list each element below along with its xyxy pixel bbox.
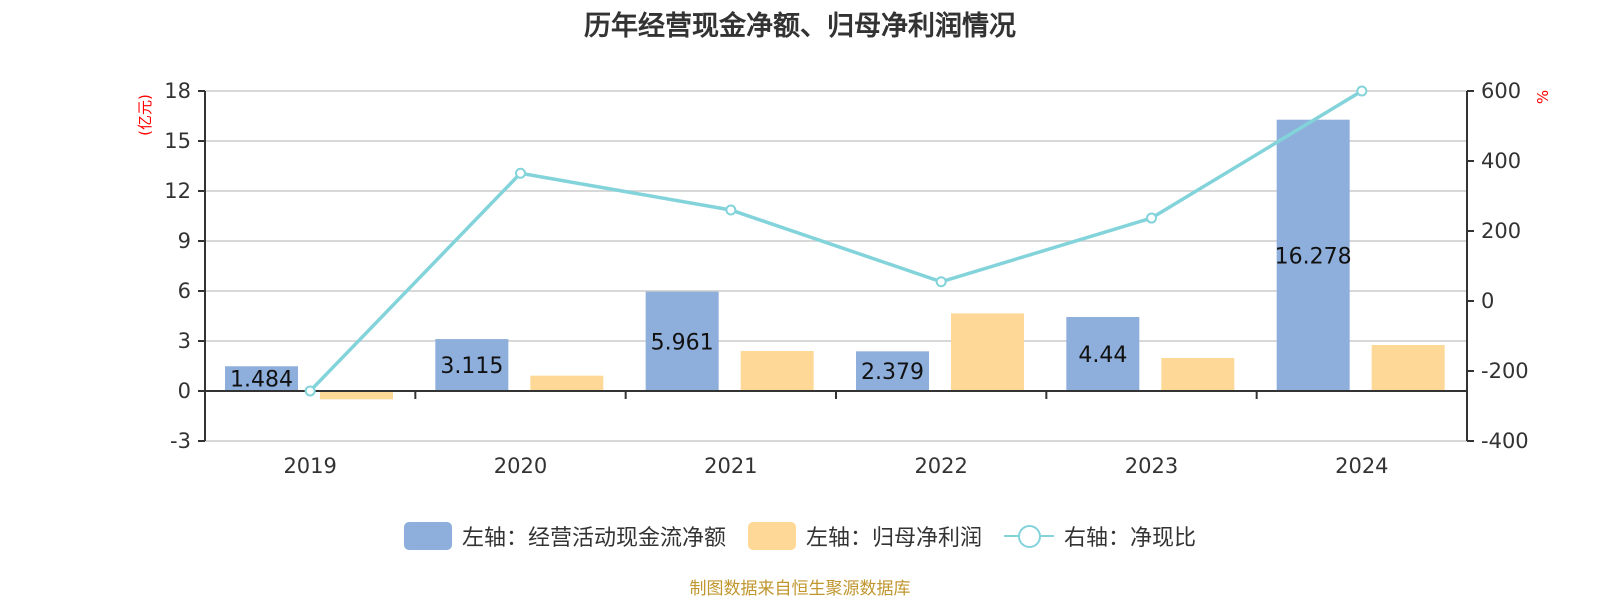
legend-item-cash-ratio[interactable]: 右轴：净现比: [1004, 520, 1196, 552]
legend-label: 右轴：净现比: [1064, 526, 1197, 551]
operating-cash-bar: [1276, 119, 1350, 391]
legend-line-marker-icon: [1004, 522, 1054, 550]
bar-value-label: 5.961: [651, 330, 714, 355]
bar-value-label: 1.484: [230, 368, 293, 393]
left-axis-label: 0: [178, 379, 191, 403]
left-axis-label: 18: [164, 79, 191, 103]
right-axis-label: -200: [1481, 359, 1529, 383]
x-axis-label: 2019: [283, 454, 336, 478]
x-axis-label: 2024: [1335, 454, 1388, 478]
x-axis-label: 2022: [914, 454, 967, 478]
cash-ratio-point: [304, 385, 316, 397]
operating-cash-bar: [225, 366, 298, 391]
legend-item-net-profit[interactable]: 左轴：归母净利润: [747, 520, 982, 552]
cash-ratio-point: [1356, 85, 1368, 97]
right-axis-label: 600: [1481, 79, 1521, 103]
bar-value-label: 16.278: [1275, 244, 1352, 269]
bar-value-label: 4.44: [1078, 343, 1127, 368]
right-axis-label: 0: [1481, 289, 1494, 313]
bar-value-label: 2.379: [861, 360, 924, 385]
net-profit-bar: [320, 391, 393, 400]
net-profit-bar: [951, 313, 1024, 391]
operating-cash-bar: [645, 291, 719, 391]
legend: 左轴：经营活动现金流净额 左轴：归母净利润 右轴：净现比: [0, 520, 1600, 552]
chart-title: 历年经营现金净额、归母净利润情况: [584, 11, 1016, 42]
legend-swatch-blue-icon: [403, 522, 452, 550]
right-axis-label: 400: [1481, 149, 1521, 173]
x-axis-label: 2020: [494, 454, 547, 478]
operating-cash-bar: [1066, 317, 1140, 391]
right-axis-unit: %: [1534, 90, 1552, 104]
cash-ratio-point: [935, 276, 947, 288]
cash-ratio-point: [515, 167, 526, 179]
net-profit-bar: [530, 375, 604, 391]
left-axis-label: -3: [170, 429, 191, 453]
right-axis-label: 200: [1481, 219, 1521, 243]
left-axis-label: 12: [164, 179, 191, 203]
left-axis-label: 6: [178, 279, 191, 303]
cash-ratio-point: [725, 204, 737, 216]
operating-cash-bar: [435, 339, 509, 391]
x-axis-label: 2021: [704, 454, 757, 478]
cash-ratio-point: [1146, 212, 1157, 224]
left-axis-unit: (亿元): [136, 94, 154, 136]
net-profit-bar: [1161, 358, 1235, 391]
net-profit-bar: [1371, 345, 1445, 391]
net-profit-bar: [740, 351, 814, 391]
left-axis-label: 15: [164, 129, 191, 153]
x-axis-label: 2023: [1125, 454, 1178, 478]
legend-swatch-yellow-icon: [747, 522, 796, 550]
left-axis-label: 9: [178, 229, 191, 253]
left-axis-label: 3: [178, 329, 191, 353]
bar-value-label: 3.115: [440, 354, 503, 379]
data-source-footer: 制图数据来自恒生聚源数据库: [689, 579, 911, 599]
right-axis-label: -400: [1481, 429, 1529, 453]
cash-ratio-line: [308, 89, 1363, 393]
legend-label: 左轴：归母净利润: [805, 526, 982, 551]
operating-cash-bar: [856, 351, 929, 391]
legend-label: 左轴：经营活动现金流净额: [461, 526, 726, 551]
legend-item-operating-cash[interactable]: 左轴：经营活动现金流净额: [403, 520, 726, 552]
